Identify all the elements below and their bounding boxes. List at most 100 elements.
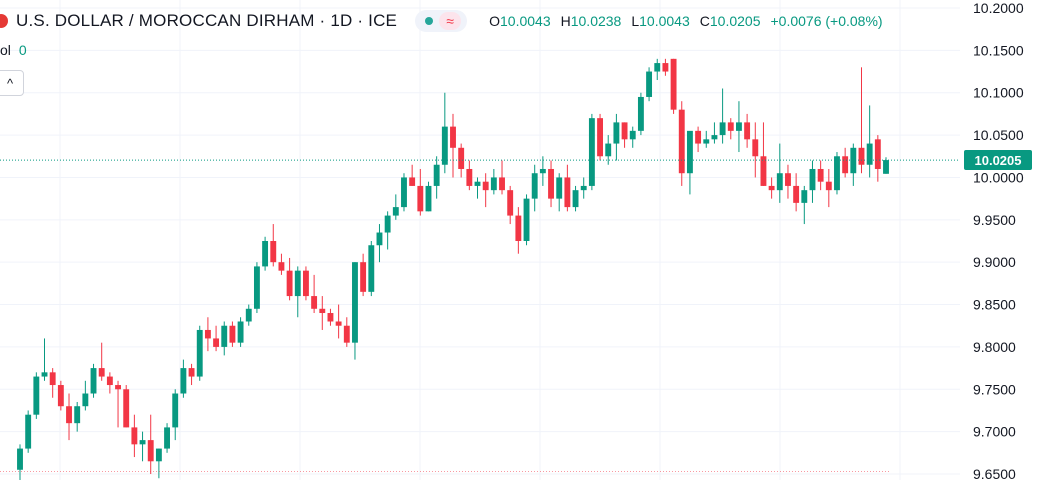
candle-body — [221, 325, 228, 347]
y-tick-label: 10.1000 — [973, 85, 1024, 101]
close-label: C — [699, 13, 710, 29]
candle-body — [490, 177, 497, 191]
candle-body — [621, 122, 628, 140]
candle-body — [188, 368, 195, 377]
y-tick-label: 9.8000 — [973, 339, 1016, 355]
y-tick-label: 9.6500 — [973, 466, 1016, 480]
y-tick-label: 10.2000 — [973, 0, 1024, 16]
candle-body — [25, 414, 32, 449]
candle-body — [499, 177, 505, 191]
symbol-title[interactable]: U.S. DOLLAR / MOROCCAN DIRHAM · 1D · ICE — [16, 11, 398, 30]
candle-body — [482, 181, 489, 191]
candle-body — [850, 147, 857, 174]
candle-body — [842, 156, 849, 174]
candle-body — [82, 393, 89, 407]
candle-body — [531, 173, 538, 199]
candle-body — [123, 389, 130, 428]
candle-body — [515, 215, 522, 241]
volume-label: ol — [0, 42, 11, 58]
candle-body — [809, 168, 816, 191]
open-label: O — [489, 13, 500, 29]
candle-body — [433, 164, 440, 186]
candle-body — [646, 71, 653, 97]
symbol-legend: U.S. DOLLAR / MOROCCAN DIRHAM · 1D · ICE… — [0, 8, 883, 34]
candle-body — [866, 143, 873, 165]
candle-body — [539, 168, 546, 174]
candle-body — [637, 96, 644, 131]
candle-body — [57, 385, 64, 407]
candle-body — [793, 185, 800, 203]
candle-body — [41, 372, 48, 377]
candle-body — [237, 321, 244, 343]
candle-body — [155, 448, 162, 462]
candle-body — [303, 270, 309, 297]
candle-body — [441, 126, 448, 165]
candle-body — [49, 372, 56, 386]
close-value: 10.0205 — [709, 13, 761, 29]
candle-body — [131, 427, 138, 445]
candle-body — [278, 262, 285, 271]
status-pill[interactable]: ≈ — [415, 10, 468, 32]
candle-body — [204, 329, 211, 339]
candle-body — [466, 168, 473, 186]
y-tick-label: 10.0000 — [973, 169, 1024, 185]
candle-body — [686, 130, 693, 174]
low-label: L — [631, 13, 640, 29]
candle-body — [719, 122, 726, 136]
y-tick-label: 9.7500 — [973, 381, 1016, 397]
candle-body — [33, 376, 40, 415]
candle-body — [572, 190, 579, 208]
candle-body — [262, 241, 269, 267]
candle-body — [450, 126, 456, 148]
candle-body — [605, 143, 612, 157]
candle-body — [801, 190, 808, 203]
candle-body — [768, 185, 775, 191]
candle-body — [711, 135, 718, 140]
y-tick-label: 9.8500 — [973, 297, 1016, 313]
candle-body — [253, 266, 260, 309]
candle-body — [556, 177, 563, 199]
candle-body — [384, 215, 391, 233]
candle-body — [335, 321, 342, 326]
candle-body — [670, 58, 677, 110]
volume-legend: ol 0 — [0, 42, 27, 58]
candle-body — [360, 262, 367, 292]
candle-body — [883, 160, 889, 174]
candle-body — [270, 241, 277, 263]
candle-body — [507, 190, 514, 216]
candle-body — [834, 156, 840, 191]
candle-body — [74, 406, 81, 424]
live-dot-icon — [425, 17, 434, 25]
last-price-label: 10.0205 — [964, 150, 1032, 171]
candle-body — [760, 156, 767, 186]
candle-body — [662, 63, 669, 72]
candle-body — [613, 122, 620, 144]
candle-body — [417, 185, 424, 212]
collapse-legend-button[interactable]: ^ — [0, 70, 24, 96]
y-tick-label: 9.7000 — [973, 424, 1016, 440]
candle-body — [319, 308, 326, 314]
candle-body — [213, 338, 220, 347]
candle-body — [343, 325, 350, 343]
candle-body — [825, 181, 832, 191]
candle-body — [245, 308, 252, 322]
candle-body — [523, 198, 530, 241]
y-tick-label: 9.9500 — [973, 212, 1016, 228]
low-value: 10.0043 — [639, 13, 690, 29]
candle-body — [597, 118, 603, 157]
candle-body — [17, 448, 23, 470]
candle-body — [703, 139, 710, 144]
candle-body — [139, 440, 146, 445]
approx-wave-icon[interactable]: ≈ — [439, 12, 462, 30]
candle-body — [548, 168, 554, 199]
candle-body — [629, 130, 636, 140]
candle-body — [106, 376, 113, 386]
candle-body — [115, 385, 121, 390]
y-tick-label: 10.1500 — [973, 42, 1024, 58]
candle-body — [66, 406, 72, 424]
candle-body — [695, 130, 702, 144]
candle-body — [352, 262, 358, 343]
candle-body — [580, 185, 587, 191]
